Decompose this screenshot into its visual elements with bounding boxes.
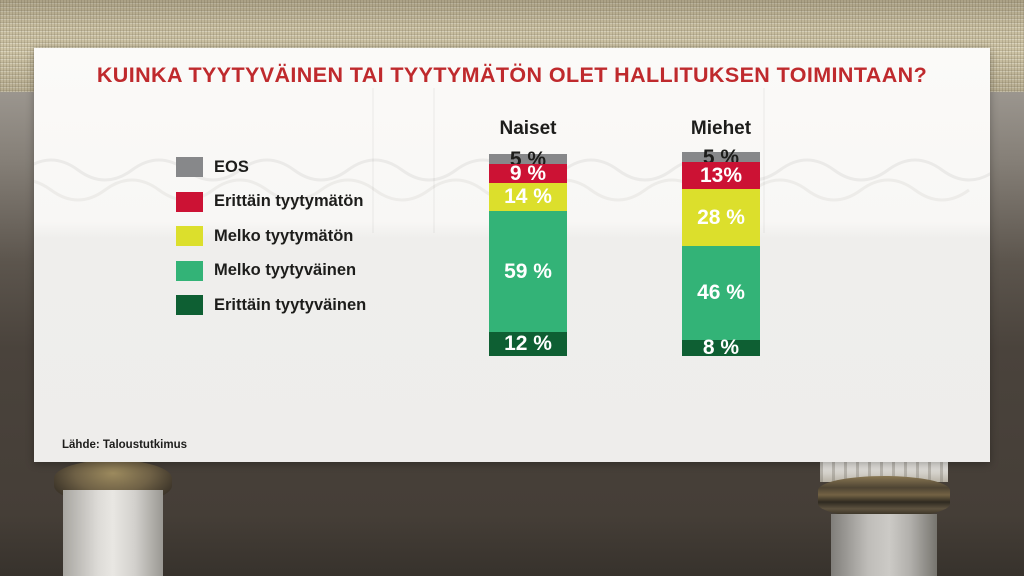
legend-item: EOS xyxy=(176,157,366,177)
bar-segment-label: 12 % xyxy=(504,332,552,356)
bar-segment-label: 13% xyxy=(699,163,743,187)
bar-segment-label: 59 % xyxy=(504,259,552,283)
legend-item: Melko tyytyväinen xyxy=(176,260,366,281)
legend-item: Erittäin tyytymätön xyxy=(176,191,366,212)
legend-swatch xyxy=(176,191,203,212)
bar-segment: 5 % xyxy=(682,147,760,168)
legend-label: Erittäin tyytyväinen xyxy=(214,295,367,314)
bar-segment: 8 % xyxy=(682,336,760,360)
bar-header-miehet: Miehet xyxy=(690,118,752,139)
graphic-panel: KUINKA TYYTYVÄINEN TAI TYYTYMÄTÖN OLET H… xyxy=(34,48,990,462)
bar-segment: 46 % xyxy=(682,245,760,340)
watermark-cable xyxy=(763,88,765,233)
bar-segment: 9 % xyxy=(489,161,567,185)
legend-label: Erittäin tyytymätön xyxy=(214,192,364,210)
chart-title: KUINKA TYYTYVÄINEN TAI TYYTYMÄTÖN OLET H… xyxy=(96,63,928,87)
right-column xyxy=(818,452,950,576)
bar-naiset: 5 % 9 % 14 % 59 % 12 % xyxy=(489,149,567,356)
legend-label: Melko tyytyväinen xyxy=(214,261,357,279)
left-column xyxy=(54,458,172,576)
bar-segment: 14 % xyxy=(489,182,567,212)
legend-swatch xyxy=(176,157,203,177)
bar-segment: 59 % xyxy=(489,211,567,332)
source-label: Lähde: Taloustutkimus xyxy=(62,439,188,451)
bar-segment: 12 % xyxy=(489,331,567,356)
legend-swatch xyxy=(176,260,203,281)
legend-label: Melko tyytymätön xyxy=(214,226,354,245)
bar-segment-label: 28 % xyxy=(697,205,745,229)
right-column-shaft xyxy=(831,514,937,576)
watermark-cable xyxy=(433,88,435,233)
bar-miehet: 5 % 13% 28 % 46 % 8 % xyxy=(682,147,760,360)
legend-item: Erittäin tyytyväinen xyxy=(176,295,366,315)
bar-header-naiset: Naiset xyxy=(499,118,557,139)
bar-segment: 28 % xyxy=(682,188,760,246)
bar-segment-label: 14 % xyxy=(504,185,552,209)
legend-label: EOS xyxy=(214,157,249,176)
left-column-shaft xyxy=(63,490,163,576)
watermark-cable xyxy=(372,88,374,233)
right-column-bronze-rings xyxy=(818,476,950,518)
legend: EOS Erittäin tyytymätön Melko tyytymätön Me… xyxy=(176,157,366,330)
bar-segment: 13% xyxy=(682,162,760,189)
legend-item: Melko tyytymätön xyxy=(176,226,366,246)
legend-swatch xyxy=(176,226,203,246)
bar-segment-label: 8 % xyxy=(702,336,740,360)
legend-swatch xyxy=(176,295,203,315)
bar-segment-label: 46 % xyxy=(697,281,745,305)
bar-segment-label: 9 % xyxy=(509,161,547,185)
